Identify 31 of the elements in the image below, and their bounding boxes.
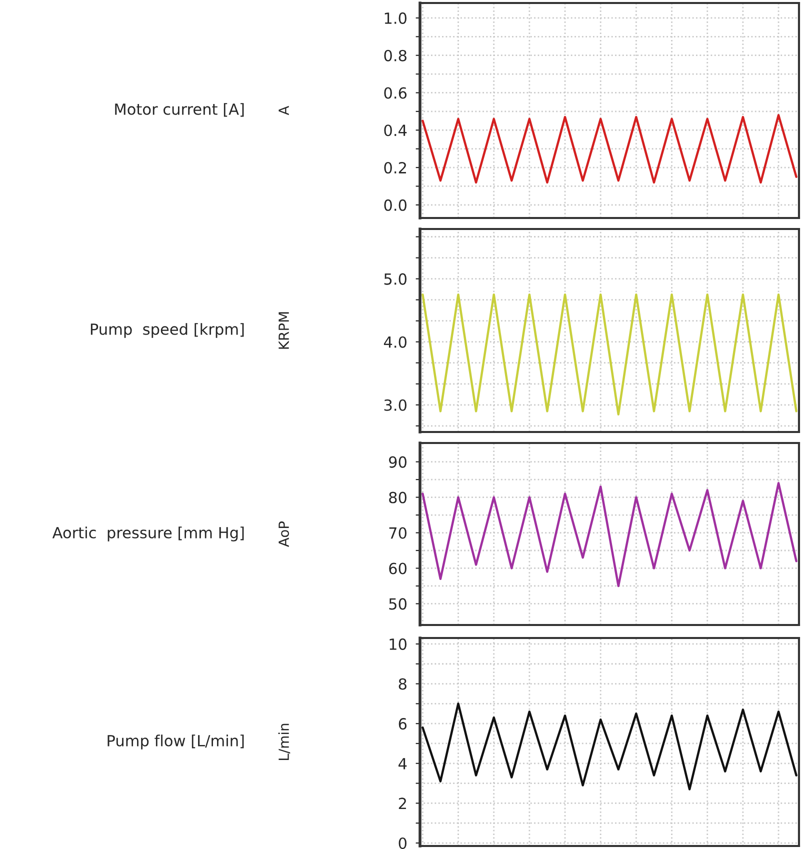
y-tick-label: 70 bbox=[389, 527, 406, 539]
y-tick-label: 0.6 bbox=[384, 87, 407, 99]
y-tick-label: 50 bbox=[389, 598, 406, 610]
line-series bbox=[422, 702, 798, 790]
y-tick-label: 5.0 bbox=[384, 273, 406, 285]
line-series bbox=[422, 114, 798, 184]
text: KRPM bbox=[278, 312, 289, 349]
text: L/min bbox=[278, 724, 290, 760]
y-tick-label: 4.0 bbox=[384, 336, 406, 348]
y-tick-label: 90 bbox=[389, 456, 406, 468]
text: A bbox=[278, 106, 289, 116]
y-tick-label: 80 bbox=[389, 492, 406, 504]
y-axis-title: Motor current [A] bbox=[115, 103, 244, 117]
y-tick-label: 0.8 bbox=[384, 50, 406, 62]
y-tick-label: 60 bbox=[389, 562, 406, 574]
y-tick-label: 0.2 bbox=[384, 162, 406, 174]
text: AoP bbox=[278, 521, 290, 547]
y-tick-label: 10 bbox=[390, 638, 406, 650]
y-tick-label: 4 bbox=[398, 758, 407, 770]
y-tick-label: 0.0 bbox=[384, 199, 406, 211]
y-tick-label: 1.0 bbox=[384, 12, 406, 24]
y-tick-label: 0.4 bbox=[384, 124, 407, 136]
y-tick-label: 6 bbox=[398, 718, 407, 730]
y-axis-title: Pump speed [krpm] bbox=[90, 323, 244, 338]
y-tick-label: 0 bbox=[398, 837, 406, 849]
y-axis-title: Aortic pressure [mm Hg] bbox=[52, 526, 244, 542]
line-series bbox=[422, 482, 798, 588]
y-tick-label: 2 bbox=[398, 798, 406, 810]
y-axis-title: Pump flow [L/min] bbox=[108, 734, 244, 750]
y-tick-label: 8 bbox=[398, 678, 406, 690]
y-tick-label: 3.0 bbox=[384, 399, 406, 411]
